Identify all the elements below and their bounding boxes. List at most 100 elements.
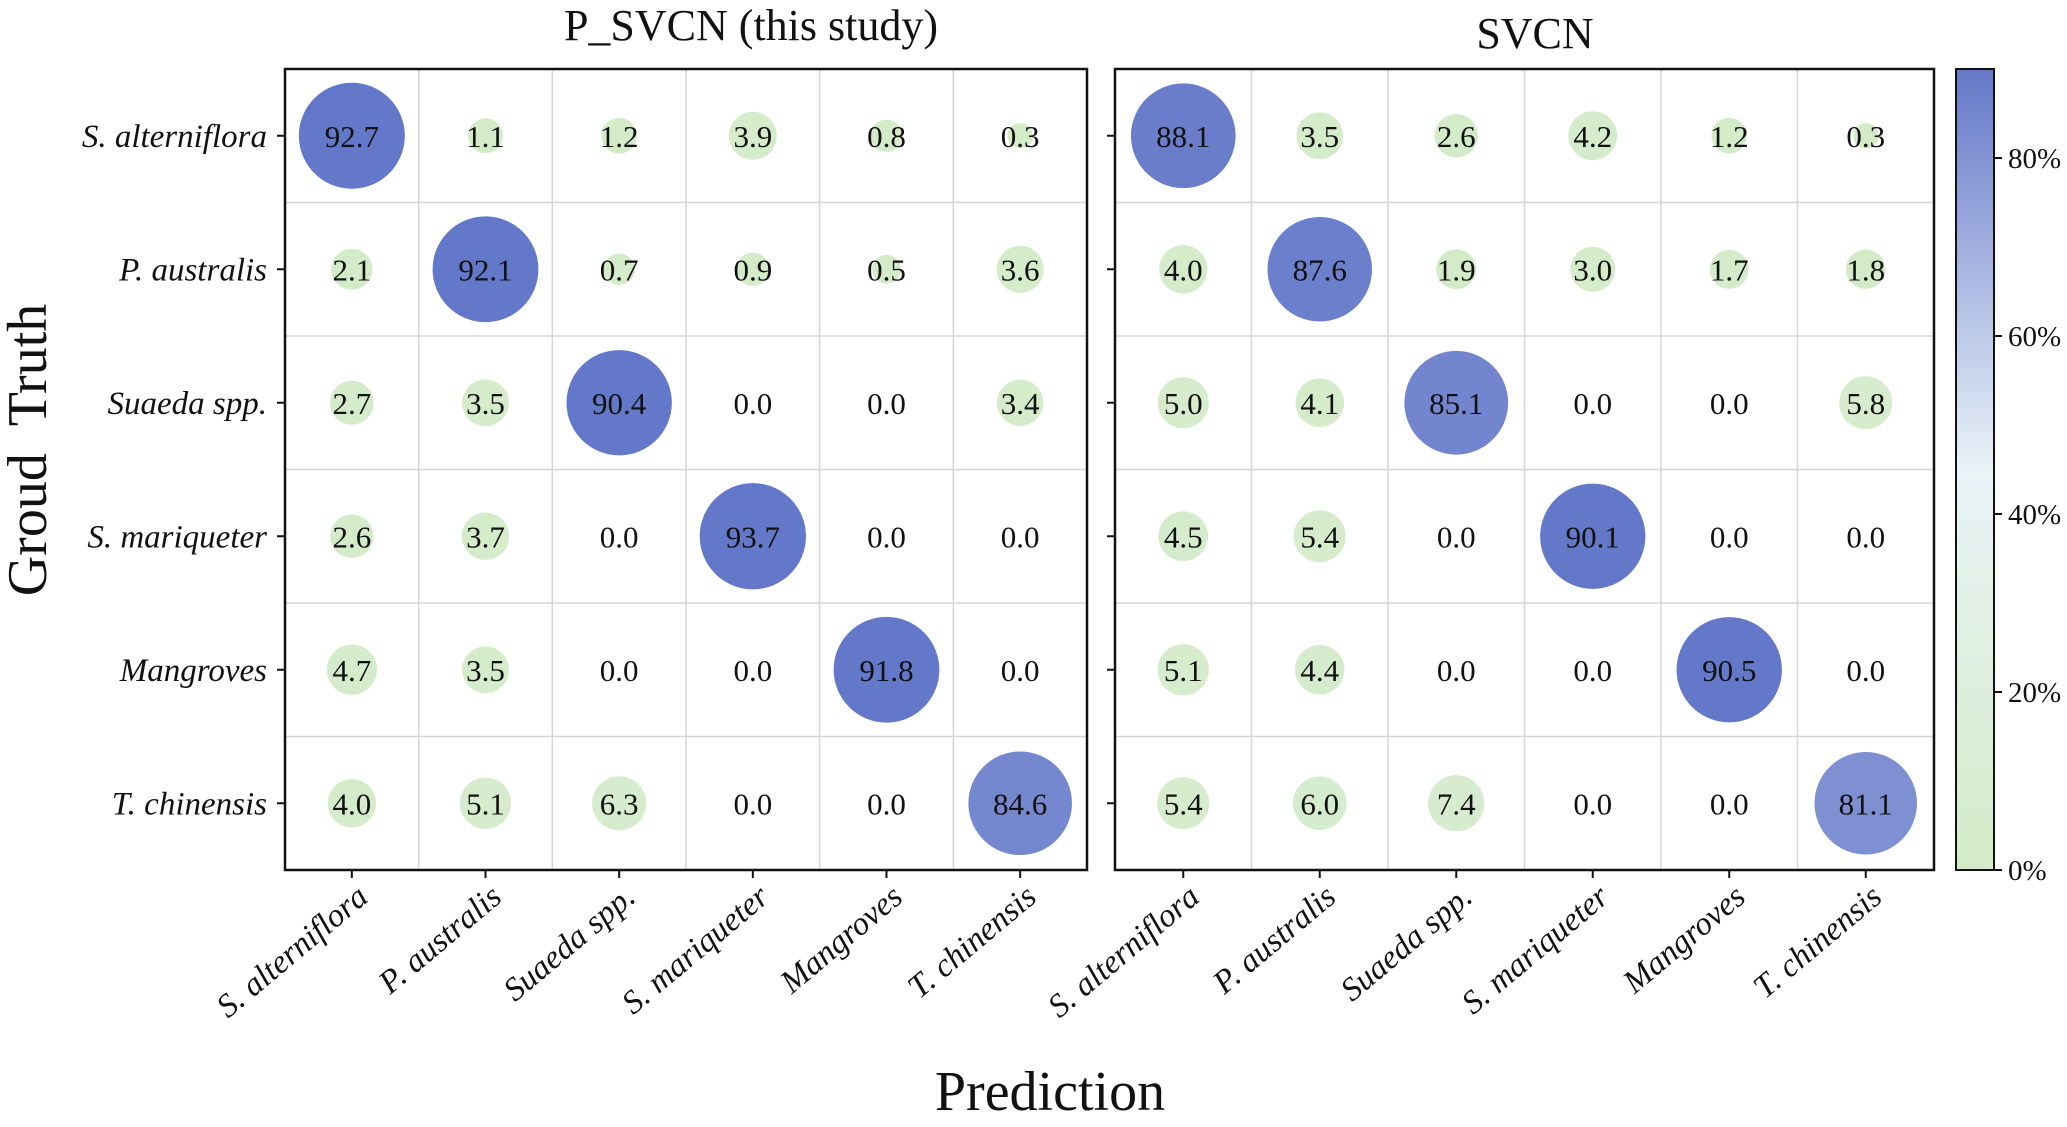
cell-value: 2.7 bbox=[332, 386, 371, 421]
cell-value: 1.9 bbox=[1437, 252, 1476, 287]
cell-value: 0.0 bbox=[867, 386, 906, 421]
cell-value: 6.3 bbox=[600, 786, 639, 821]
cell-value: 0.0 bbox=[867, 786, 906, 821]
bubble bbox=[1157, 644, 1209, 696]
cell-value: 4.2 bbox=[1573, 119, 1612, 154]
cell-value: 0.0 bbox=[1573, 653, 1612, 688]
panel-title-left: P_SVCN (this study) bbox=[564, 1, 938, 50]
cell-value: 90.1 bbox=[1566, 519, 1620, 554]
bubble bbox=[462, 379, 509, 427]
cell-value: 0.0 bbox=[1846, 519, 1885, 554]
cell-value: 92.7 bbox=[325, 119, 379, 154]
cell-value: 0.0 bbox=[867, 519, 906, 554]
panel-title-right: SVCN bbox=[1476, 9, 1593, 58]
cell-value: 0.0 bbox=[733, 653, 772, 688]
bubble bbox=[331, 248, 373, 290]
cell-value: 4.0 bbox=[332, 786, 371, 821]
cell-value: 0.0 bbox=[600, 653, 639, 688]
bubble bbox=[603, 253, 635, 285]
bubble bbox=[736, 252, 770, 286]
cell-value: 3.5 bbox=[466, 386, 505, 421]
bubble bbox=[996, 245, 1044, 293]
bubble bbox=[1434, 114, 1478, 158]
bubble bbox=[566, 350, 672, 456]
bubble bbox=[1007, 123, 1033, 149]
cell-value: 81.1 bbox=[1839, 786, 1893, 821]
bubble bbox=[1436, 249, 1477, 290]
cell-value: 1.8 bbox=[1846, 252, 1885, 287]
cell-value: 5.4 bbox=[1300, 519, 1339, 554]
bubble bbox=[1293, 776, 1347, 830]
y-tick-label: Suaeda spp. bbox=[108, 386, 268, 422]
cell-value: 4.0 bbox=[1164, 252, 1203, 287]
bubble bbox=[1839, 376, 1893, 430]
x-tick-label: T. chinensis bbox=[901, 879, 1043, 1006]
cell-value: 3.5 bbox=[1300, 119, 1339, 154]
bubble bbox=[1428, 775, 1485, 832]
cell-value: 5.8 bbox=[1846, 386, 1885, 421]
matrix-panel-p-svcn: 92.7 1.1 1.2 3.9 0.8 0.3 2.1 92.1 0.7 0.9 0.5 3.6 2.… bbox=[82, 67, 1089, 1026]
cell-value: 4.7 bbox=[332, 653, 371, 688]
bubble bbox=[601, 117, 638, 154]
bubble bbox=[1568, 111, 1618, 161]
cell-value: 88.1 bbox=[1156, 119, 1210, 154]
bubble bbox=[327, 779, 376, 828]
bubble bbox=[326, 644, 377, 695]
bubble bbox=[996, 379, 1044, 426]
x-tick-label: S. alterniflora bbox=[1041, 879, 1206, 1026]
x-tick-label: Mangroves bbox=[1616, 879, 1753, 1002]
cell-value: 0.0 bbox=[1437, 519, 1476, 554]
cell-value: 0.0 bbox=[1846, 653, 1885, 688]
bubble bbox=[330, 514, 374, 558]
cell-value: 1.2 bbox=[1710, 119, 1749, 154]
cell-value: 0.8 bbox=[867, 119, 906, 154]
bubble bbox=[592, 776, 647, 831]
x-tick-label: T. chinensis bbox=[1747, 879, 1889, 1006]
y-tick-label: T. chinensis bbox=[112, 786, 267, 822]
bubble bbox=[1267, 216, 1373, 322]
x-axis-label: Prediction bbox=[935, 1061, 1165, 1122]
cell-value: 1.2 bbox=[600, 119, 639, 154]
cell-value: 90.4 bbox=[592, 386, 647, 421]
cell-value: 4.5 bbox=[1164, 519, 1203, 554]
bubble bbox=[1676, 617, 1782, 723]
cell-value: 87.6 bbox=[1293, 252, 1347, 287]
cell-value: 0.0 bbox=[1573, 386, 1612, 421]
cell-value: 0.3 bbox=[1001, 119, 1040, 154]
cell-value: 0.5 bbox=[867, 252, 906, 287]
bubble bbox=[462, 646, 509, 694]
cell-value: 0.0 bbox=[1710, 519, 1749, 554]
bubble bbox=[1853, 123, 1879, 149]
bubble bbox=[329, 380, 374, 425]
cell-value: 1.7 bbox=[1710, 252, 1749, 287]
cell-value: 0.9 bbox=[733, 252, 772, 287]
bubble bbox=[298, 82, 405, 189]
cell-value: 2.6 bbox=[1437, 119, 1476, 154]
cell-value: 5.1 bbox=[1164, 653, 1203, 688]
cell-value: 6.0 bbox=[1300, 786, 1339, 821]
bubble bbox=[1295, 645, 1345, 695]
cell-value: 3.6 bbox=[1001, 252, 1040, 287]
cell-value: 0.0 bbox=[600, 519, 639, 554]
bubble bbox=[1570, 246, 1616, 292]
cell-value: 4.1 bbox=[1300, 386, 1339, 421]
bubble bbox=[1157, 777, 1210, 830]
cell-value: 5.0 bbox=[1164, 386, 1203, 421]
matrix-panel-svcn: 88.1 3.5 2.6 4.2 1.2 0.3 4.0 87.6 1.9 3.0 1.7 1.8 5.… bbox=[1041, 67, 1936, 1026]
bubble bbox=[1404, 350, 1509, 455]
x-tick-label: P. australis bbox=[1206, 879, 1343, 1002]
x-tick-label: S. alterniflora bbox=[210, 879, 375, 1026]
colorbar-gradient bbox=[1955, 68, 1995, 871]
bubble bbox=[1711, 117, 1748, 154]
bubble bbox=[459, 777, 512, 829]
bubble bbox=[1296, 112, 1344, 160]
cell-value: 91.8 bbox=[859, 653, 913, 688]
y-tick-label: S. alterniflora bbox=[82, 119, 267, 155]
bubble bbox=[870, 119, 903, 152]
cell-value: 5.1 bbox=[466, 786, 505, 821]
cell-value: 7.4 bbox=[1437, 786, 1476, 821]
x-tick-label: Suaeda spp. bbox=[1334, 879, 1479, 1009]
y-tick-label: S. mariqueter bbox=[87, 519, 267, 555]
y-tick-label: Mangroves bbox=[119, 653, 267, 689]
